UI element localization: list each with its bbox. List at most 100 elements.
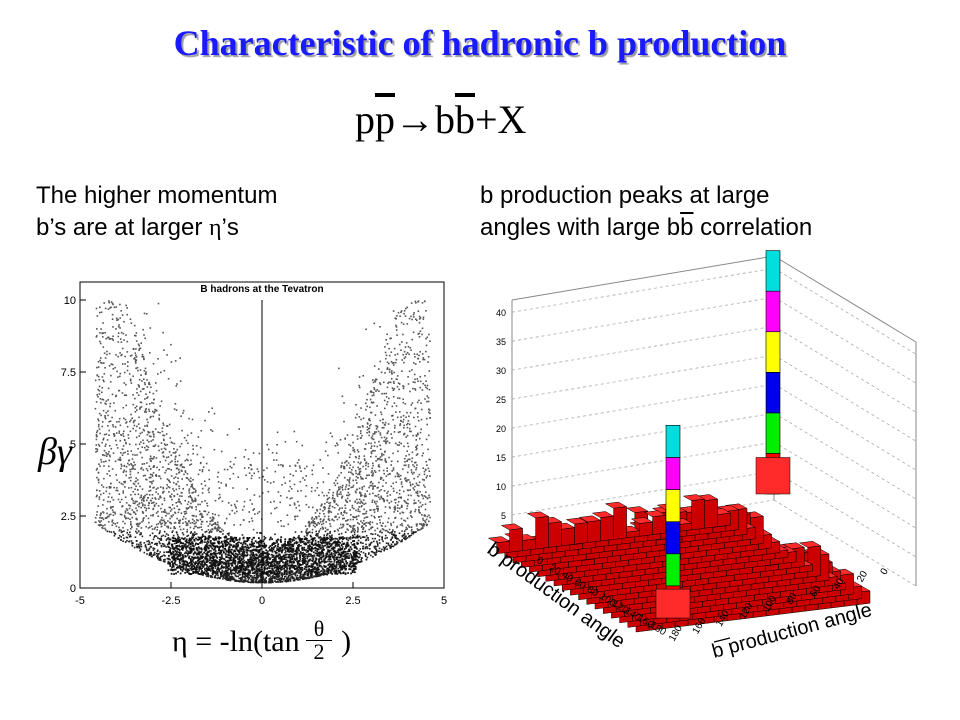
scatter-point [374,547,376,549]
scatter-point [146,425,148,427]
scatter-point [347,539,350,541]
scatter-point [417,433,419,436]
scatter-point [141,535,144,538]
scatter-point [200,571,203,573]
scatter-point [343,467,346,470]
scatter-point [133,424,136,427]
scatter-point [428,434,430,437]
scatter-point [126,307,128,309]
scatter-point [245,549,247,551]
scatter-point [392,534,395,537]
scatter-point [333,553,335,555]
scatter-point [366,516,369,518]
scatter-point [130,382,133,384]
scatter-point [158,417,160,420]
scatter-point [109,474,111,477]
scatter-point [342,546,344,548]
scatter-point [308,571,310,574]
scatter-point [380,524,383,527]
scatter-point [107,496,110,498]
scatter-point [406,450,408,452]
scatter-point [394,424,396,427]
scatter-point [304,525,307,527]
eta-eq: = -ln(tan [187,625,308,658]
scatter-point [248,511,250,513]
scatter-point [262,576,265,578]
scatter-point [360,418,362,421]
scatter-point [300,531,303,533]
scatter-point [372,485,374,488]
scatter-point [189,480,191,482]
scatter-point [347,557,349,559]
scatter-point [365,495,367,497]
scatter-point [128,507,131,510]
scatter-point [233,577,235,580]
scatter-point [160,535,163,538]
scatter-point [365,443,367,445]
scatter-point [406,411,408,414]
scatter-point [379,458,382,461]
scatter-point [317,533,319,535]
scatter-point [294,518,296,521]
scatter-point [408,526,411,528]
scatter-point [368,528,370,531]
scatter-point [310,566,312,568]
scatter-point [154,444,157,446]
scatter-point [157,373,159,375]
scatter-point [339,507,341,509]
scatter-point [209,570,212,572]
scatter-point [393,362,395,364]
scatter-point [145,445,148,447]
scatter-point [211,542,214,544]
scatter-point [309,531,311,533]
scatter-point [214,523,217,526]
scatter-point [120,513,123,516]
scatter-point [186,546,189,548]
scatter-point [140,406,143,408]
scatter-point [157,522,160,525]
scatter-point [119,439,122,442]
scatter-point [103,362,105,364]
scatter-point [413,477,415,480]
scatter-point [331,568,334,571]
scatter-point [312,519,314,522]
scatter-point [192,444,194,447]
scatter-point [146,424,148,427]
scatter-point [201,469,204,471]
scatter-point [187,501,190,503]
scatter-point [396,444,399,446]
scatter-point [130,486,133,489]
scatter-point [146,462,148,464]
scatter-point [143,429,145,432]
scatter-point [367,442,370,444]
scatter-point [426,336,429,339]
scatter-point [108,451,110,453]
scatter-point [96,450,99,452]
scatter-point [423,495,426,497]
scatter-point [280,578,283,580]
scatter-point [296,577,298,579]
scatter-point [289,540,291,542]
scatter-point [370,451,373,453]
scatter-point [168,468,170,470]
scatter-point [211,524,213,527]
scatter-point [115,525,118,528]
scatter-point [354,555,357,557]
scatter-point [338,509,340,511]
scatter-point [196,549,198,552]
scatter-point [364,547,367,550]
scatter-point [372,473,374,476]
scatter-point [282,558,284,560]
scatter-point [345,484,348,486]
scatter-point [226,468,229,471]
scatter-point [328,489,331,491]
scatter-point [310,555,313,557]
scatter-point [415,461,417,464]
scatter-point [128,540,131,543]
scatter-point [396,538,398,540]
scatter-point [100,328,102,330]
scatter-point [229,536,232,538]
scatter-point [204,500,206,502]
scatter-point [329,504,331,507]
scatter-point [264,581,267,583]
